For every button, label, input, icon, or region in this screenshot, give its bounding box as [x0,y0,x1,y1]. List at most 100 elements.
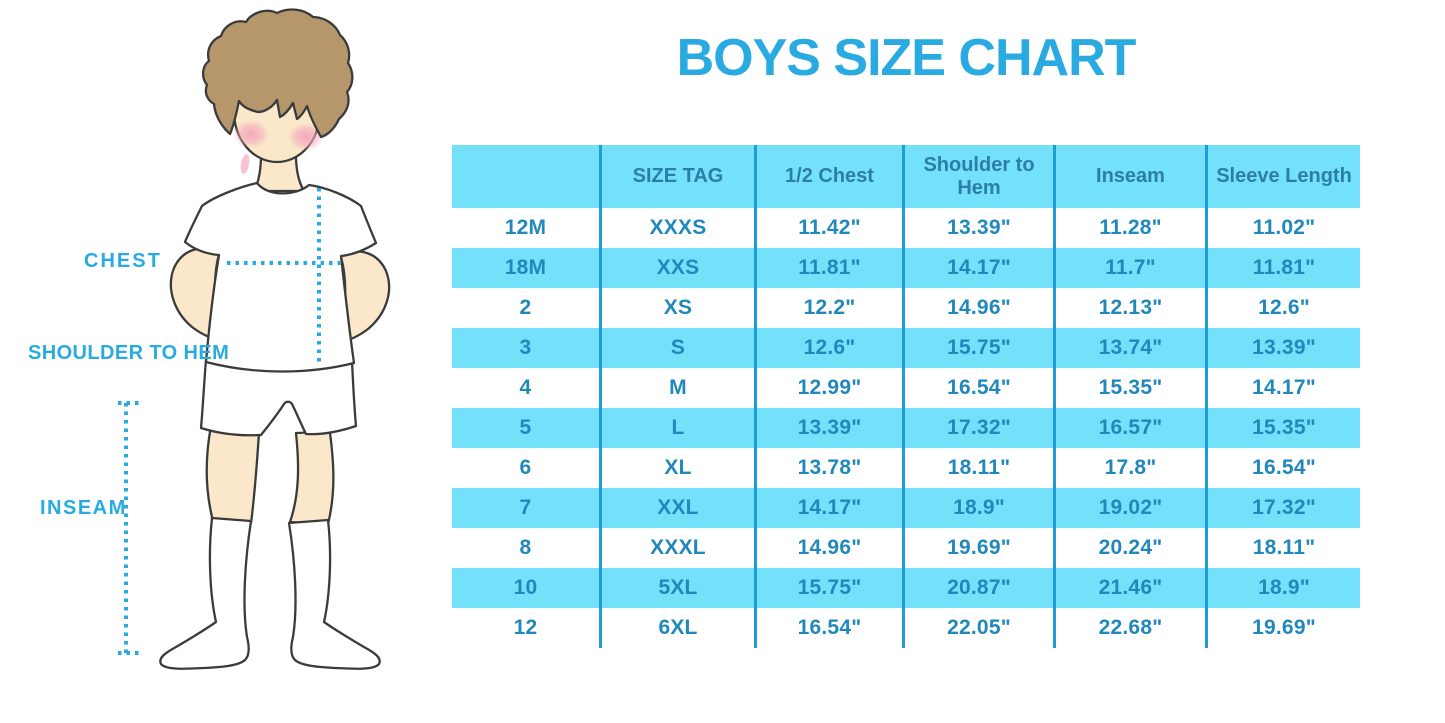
sleeve-length-cell: 18.11" [1252,536,1316,559]
sleeve-length-cell: 13.39" [1252,336,1316,359]
shoulder-to-hem-cell: 22.05" [905,608,1056,648]
size-tag-cell: 6XL [602,608,757,648]
sleeve-length-cell: 15.35" [1252,416,1316,439]
header-cell-sleeve-length: Sleeve Length [1216,165,1352,188]
shoulder-to-hem-cell: 19.69" [905,528,1056,568]
shoulder-to-hem-cell: 20.87" [905,568,1056,608]
boy-measurement-illustration [118,8,391,670]
half-chest-cell: 15.75" [757,568,905,608]
table-row: 12M XXXS 11.42" 13.39" 11.28" 11.02" [452,208,1360,248]
inseam-cell: 11.28" [1056,208,1208,248]
sleeve-length-cell: 11.81" [1252,256,1316,279]
size-tag-cell: XXS [602,248,757,288]
table-row: 4 M 12.99" 16.54" 15.35" 14.17" [452,368,1360,408]
half-chest-cell: 11.81" [757,248,905,288]
size-cell: 6 [452,448,602,488]
inseam-cell: 21.46" [1056,568,1208,608]
inseam-cell: 19.02" [1056,488,1208,528]
inseam-cell: 20.24" [1056,528,1208,568]
boy-right-cheek [288,123,324,151]
sleeve-length-cell: 18.9" [1258,576,1310,599]
shoulder-to-hem-cell: 14.96" [905,288,1056,328]
inseam-cell: 11.7" [1056,248,1208,288]
half-chest-cell: 13.78" [757,448,905,488]
half-chest-cell: 12.2" [757,288,905,328]
table-row: 8 XXXL 14.96" 19.69" 20.24" 18.11" [452,528,1360,568]
size-tag-cell: S [602,328,757,368]
inseam-label: INSEAM [40,497,127,519]
size-tag-cell: L [602,408,757,448]
page-title: BOYS SIZE CHART [676,29,1137,87]
header-cell-inseam: Inseam [1056,145,1208,208]
size-tag-cell: XL [602,448,757,488]
shoulder-to-hem-cell: 15.75" [905,328,1056,368]
table-header-row: SIZE TAG 1/2 Chest Shoulder to Hem Insea… [452,145,1360,208]
shoulder-to-hem-cell: 13.39" [905,208,1056,248]
size-tag-cell: M [602,368,757,408]
sleeve-length-cell: 14.17" [1252,376,1316,399]
inseam-cell: 22.68" [1056,608,1208,648]
boy-left-leg [205,424,261,525]
size-cell: 8 [452,528,602,568]
inseam-cell: 12.13" [1056,288,1208,328]
size-tag-cell: XXXL [602,528,757,568]
inseam-cell: 15.35" [1056,368,1208,408]
header-cell-size-tag: SIZE TAG [602,145,757,208]
table-row: 6 XL 13.78" 18.11" 17.8" 16.54" [452,448,1360,488]
half-chest-cell: 14.17" [757,488,905,528]
half-chest-cell: 12.99" [757,368,905,408]
inseam-cell: 16.57" [1056,408,1208,448]
half-chest-cell: 14.96" [757,528,905,568]
boy-hair [201,8,354,139]
sleeve-length-cell: 16.54" [1252,456,1316,479]
size-cell: 5 [452,408,602,448]
boy-left-sock [159,516,253,670]
half-chest-cell: 13.39" [757,408,905,448]
half-chest-cell: 12.6" [757,328,905,368]
shoulder-to-hem-label: SHOULDER TO HEM [28,342,230,364]
size-cell: 7 [452,488,602,528]
size-tag-cell: 5XL [602,568,757,608]
table-row: 3 S 12.6" 15.75" 13.74" 13.39" [452,328,1360,368]
size-chart-table: SIZE TAG 1/2 Chest Shoulder to Hem Insea… [452,145,1360,648]
size-cell: 4 [452,368,602,408]
size-tag-cell: XXL [602,488,757,528]
shoulder-to-hem-cell: 16.54" [905,368,1056,408]
size-cell: 10 [452,568,602,608]
table-row: 7 XXL 14.17" 18.9" 19.02" 17.32" [452,488,1360,528]
header-cell-size [452,145,602,208]
header-cell-shoulder-to-hem: Shoulder to Hem [905,145,1056,208]
table-row: 2 XS 12.2" 14.96" 12.13" 12.6" [452,288,1360,328]
table-row: 5 L 13.39" 17.32" 16.57" 15.35" [452,408,1360,448]
table-row: 10 5XL 15.75" 20.87" 21.46" 18.9" [452,568,1360,608]
sleeve-length-cell: 12.6" [1258,296,1310,319]
boy-right-leg [288,424,335,526]
table-row: 12 6XL 16.54" 22.05" 22.68" 19.69" [452,608,1360,648]
size-cell: 2 [452,288,602,328]
boy-neck-mark [240,154,250,174]
size-tag-cell: XS [602,288,757,328]
size-cell: 12M [452,208,602,248]
size-cell: 3 [452,328,602,368]
half-chest-cell: 16.54" [757,608,905,648]
size-cell: 18M [452,248,602,288]
chest-label: CHEST [84,250,162,272]
inseam-cell: 17.8" [1056,448,1208,488]
boy-tshirt [183,181,378,373]
size-cell: 12 [452,608,602,648]
shoulder-to-hem-cell: 14.17" [905,248,1056,288]
table-row: 18M XXS 11.81" 14.17" 11.7" 11.81" [452,248,1360,288]
sleeve-length-cell: 11.02" [1252,216,1316,239]
size-tag-cell: XXXS [602,208,757,248]
sleeve-length-cell: 19.69" [1252,616,1316,639]
shoulder-to-hem-cell: 17.32" [905,408,1056,448]
boy-right-sock [287,518,381,670]
half-chest-cell: 11.42" [757,208,905,248]
shoulder-to-hem-cell: 18.11" [905,448,1056,488]
sleeve-length-cell: 17.32" [1252,496,1316,519]
inseam-cell: 13.74" [1056,328,1208,368]
shoulder-to-hem-cell: 18.9" [905,488,1056,528]
boy-left-cheek [233,120,269,148]
header-cell-half-chest: 1/2 Chest [757,145,905,208]
